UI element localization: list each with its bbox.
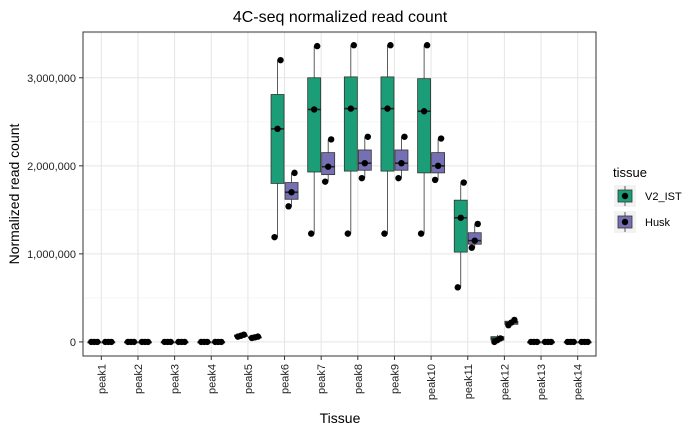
data-point [361, 159, 369, 167]
y-axis-title: Normalized read count [6, 123, 22, 264]
data-point [274, 125, 281, 133]
data-point [327, 136, 335, 143]
data-point [387, 42, 394, 49]
box-V2_IST-peak9 [380, 76, 395, 172]
data-point [401, 133, 408, 140]
data-point [271, 233, 278, 241]
data-point [434, 162, 442, 170]
boxes [87, 45, 592, 344]
data-point [344, 230, 352, 237]
x-tick-label-peak13: peak13 [536, 364, 548, 400]
data-point [167, 338, 174, 346]
x-axis-title: Tissue [320, 410, 361, 426]
data-point [417, 230, 425, 237]
box-V2_IST-peak10 [417, 78, 432, 174]
x-tick-label-peak6: peak6 [280, 364, 292, 394]
chart-title: 4C-seq normalized read count [233, 9, 448, 26]
data-point [364, 133, 372, 140]
data-point [291, 169, 298, 177]
x-tick-label-peak7: peak7 [316, 364, 328, 394]
data-point [420, 108, 428, 115]
grid [83, 32, 596, 356]
box-V2_IST-peak7 [307, 77, 322, 173]
data-point [454, 284, 461, 291]
data-point [321, 178, 329, 185]
x-tick-label-peak9: peak9 [389, 364, 401, 394]
data-point [547, 338, 555, 346]
box-V2_IST-peak11 [453, 199, 468, 253]
data-point [570, 338, 577, 346]
x-tick-label-peak2: peak2 [133, 364, 145, 394]
legend-title: tissue [613, 165, 647, 180]
legend-label-Husk: Husk [645, 217, 671, 229]
data-point [584, 338, 591, 346]
y-tick-label: 3,000,000 [27, 73, 76, 85]
data-point [108, 338, 115, 346]
data-point [350, 42, 358, 49]
legend-key-point [621, 218, 629, 226]
data-point [204, 338, 211, 346]
data-point [471, 237, 478, 244]
x-axis: peak1 peak2 peak3 peak4 peak5 peak6 peak7 peak8… [96, 356, 585, 400]
data-point [437, 135, 445, 142]
data-point [398, 159, 405, 167]
data-point [277, 56, 284, 64]
data-point [384, 105, 391, 112]
data-point [218, 338, 225, 346]
data-point [313, 42, 321, 50]
legend: tissue V2_IST Husk [613, 165, 682, 233]
x-tick-label-peak3: peak3 [170, 364, 182, 394]
box-V2_IST-peak8 [343, 76, 358, 172]
data-points [88, 42, 591, 346]
data-point [254, 333, 262, 340]
x-tick-label-peak11: peak11 [463, 364, 475, 399]
box-V2_IST-peak6 [270, 94, 285, 184]
y-tick-label: 0 [70, 337, 76, 349]
data-point [381, 230, 388, 237]
data-point [497, 335, 504, 342]
data-point [474, 220, 481, 228]
y-tick-label: 1,000,000 [27, 249, 76, 261]
x-tick-label-peak1: peak1 [96, 364, 108, 394]
data-point [310, 106, 318, 113]
data-point [181, 338, 188, 346]
data-point [285, 203, 292, 210]
data-point [130, 338, 138, 346]
x-tick-label-peak8: peak8 [353, 364, 365, 394]
x-tick-label-peak5: peak5 [243, 364, 255, 394]
data-point [457, 214, 464, 221]
data-point [240, 331, 248, 338]
y-axis: 0 1,000,000 2,000,000 3,000,000 [27, 73, 83, 349]
y-tick-label: 2,000,000 [27, 161, 76, 173]
data-point [511, 316, 518, 324]
plot-panel [83, 32, 596, 356]
data-point [460, 179, 467, 186]
data-point [431, 176, 439, 184]
data-point [468, 244, 475, 251]
data-point [358, 174, 366, 182]
data-point [307, 230, 315, 237]
data-point [533, 338, 541, 346]
data-point [144, 338, 152, 346]
legend-key-point [621, 192, 629, 200]
data-point [94, 338, 101, 346]
legend-label-V2_IST: V2_IST [645, 191, 682, 203]
x-tick-label-peak14: peak14 [573, 364, 585, 400]
x-tick-label-peak4: peak4 [206, 364, 218, 394]
x-tick-label-peak10: peak10 [426, 364, 438, 400]
data-point [423, 42, 431, 49]
data-point [395, 174, 402, 182]
data-point [324, 163, 332, 170]
plot-panel-border [82, 31, 597, 357]
data-point [347, 105, 355, 112]
x-tick-label-peak12: peak12 [499, 364, 511, 400]
data-point [288, 189, 295, 196]
